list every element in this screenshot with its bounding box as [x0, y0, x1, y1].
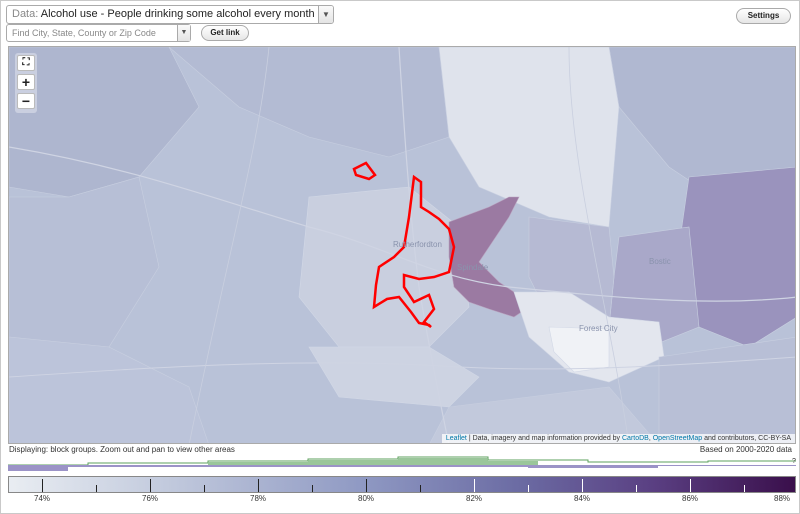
legend-tick [204, 485, 205, 492]
legend-label: 88% [773, 494, 791, 503]
data-range-note: Based on 2000-2020 data [699, 445, 792, 454]
legend-label: 84% [573, 494, 591, 503]
legend-labels: 74% 76% 78% 80% 82% 84% 86% 88% [8, 494, 796, 506]
legend-label: 76% [141, 494, 159, 503]
data-select-value: Alcohol use - People drinking some alcoh… [40, 8, 334, 20]
place-label: Forest City [579, 324, 618, 333]
place-label: Rutherfordton [393, 240, 442, 249]
legend-tick [474, 479, 475, 492]
attribution-text: and contributors, CC-BY-SA [702, 435, 791, 442]
legend-label: 86% [681, 494, 699, 503]
display-status: Displaying: block groups. Zoom out and p… [9, 445, 235, 454]
help-icon: ? [792, 458, 796, 465]
legend-tick [744, 485, 745, 492]
legend-tick [528, 485, 529, 492]
zoom-out-button[interactable]: − [17, 93, 35, 109]
legend-tick [420, 485, 421, 492]
leaflet-link[interactable]: Leaflet [445, 435, 467, 442]
legend-tick [582, 479, 583, 492]
map-attribution: Leaflet | Data, imagery and map informat… [441, 434, 795, 443]
settings-button[interactable]: Settings [736, 8, 791, 24]
osm-link[interactable]: OpenStreetMap [652, 435, 703, 442]
legend-label: 82% [465, 494, 483, 503]
legend-tick [312, 485, 313, 492]
data-select-prefix: Data: [12, 8, 39, 20]
legend-gradient [8, 476, 796, 493]
carto-link[interactable]: CartoDB [622, 435, 649, 442]
map-canvas[interactable] [9, 47, 796, 444]
attribution-text: , [648, 435, 653, 442]
legend-tick [366, 479, 367, 492]
zoom-in-button[interactable]: + [17, 74, 35, 90]
map-view[interactable]: Rutherfordton Spindale Bostic Forest Cit… [8, 46, 796, 444]
legend-label: 78% [249, 494, 267, 503]
legend-label: 80% [357, 494, 375, 503]
place-label: Spindale [457, 263, 489, 272]
data-select[interactable]: Data: Alcohol use - People drinking some… [6, 5, 334, 24]
zoom-control: ⛶ + − [15, 53, 37, 113]
fullscreen-icon[interactable]: ⛶ [17, 55, 35, 71]
chevron-down-icon[interactable]: ▼ [318, 6, 333, 23]
legend-ticks [8, 476, 796, 493]
legend-tick [636, 485, 637, 492]
location-search-input[interactable]: Find City, State, County or Zip Code ▼ [6, 24, 191, 42]
legend-tick [690, 479, 691, 492]
distribution-histogram: ? [8, 456, 796, 471]
legend-tick [96, 485, 97, 492]
place-label: Bostic [649, 257, 671, 266]
legend-tick [150, 479, 151, 492]
get-link-button[interactable]: Get link [201, 25, 249, 41]
search-placeholder: Find City, State, County or Zip Code [12, 28, 156, 38]
attribution-text: | Data, imagery and map information prov… [466, 435, 622, 442]
legend-tick [258, 479, 259, 492]
chevron-down-icon[interactable]: ▼ [177, 25, 190, 41]
legend-tick [42, 479, 43, 492]
legend-label: 74% [33, 494, 51, 503]
